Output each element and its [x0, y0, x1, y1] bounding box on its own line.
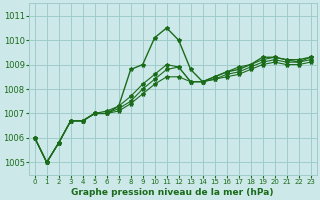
X-axis label: Graphe pression niveau de la mer (hPa): Graphe pression niveau de la mer (hPa) — [71, 188, 274, 197]
